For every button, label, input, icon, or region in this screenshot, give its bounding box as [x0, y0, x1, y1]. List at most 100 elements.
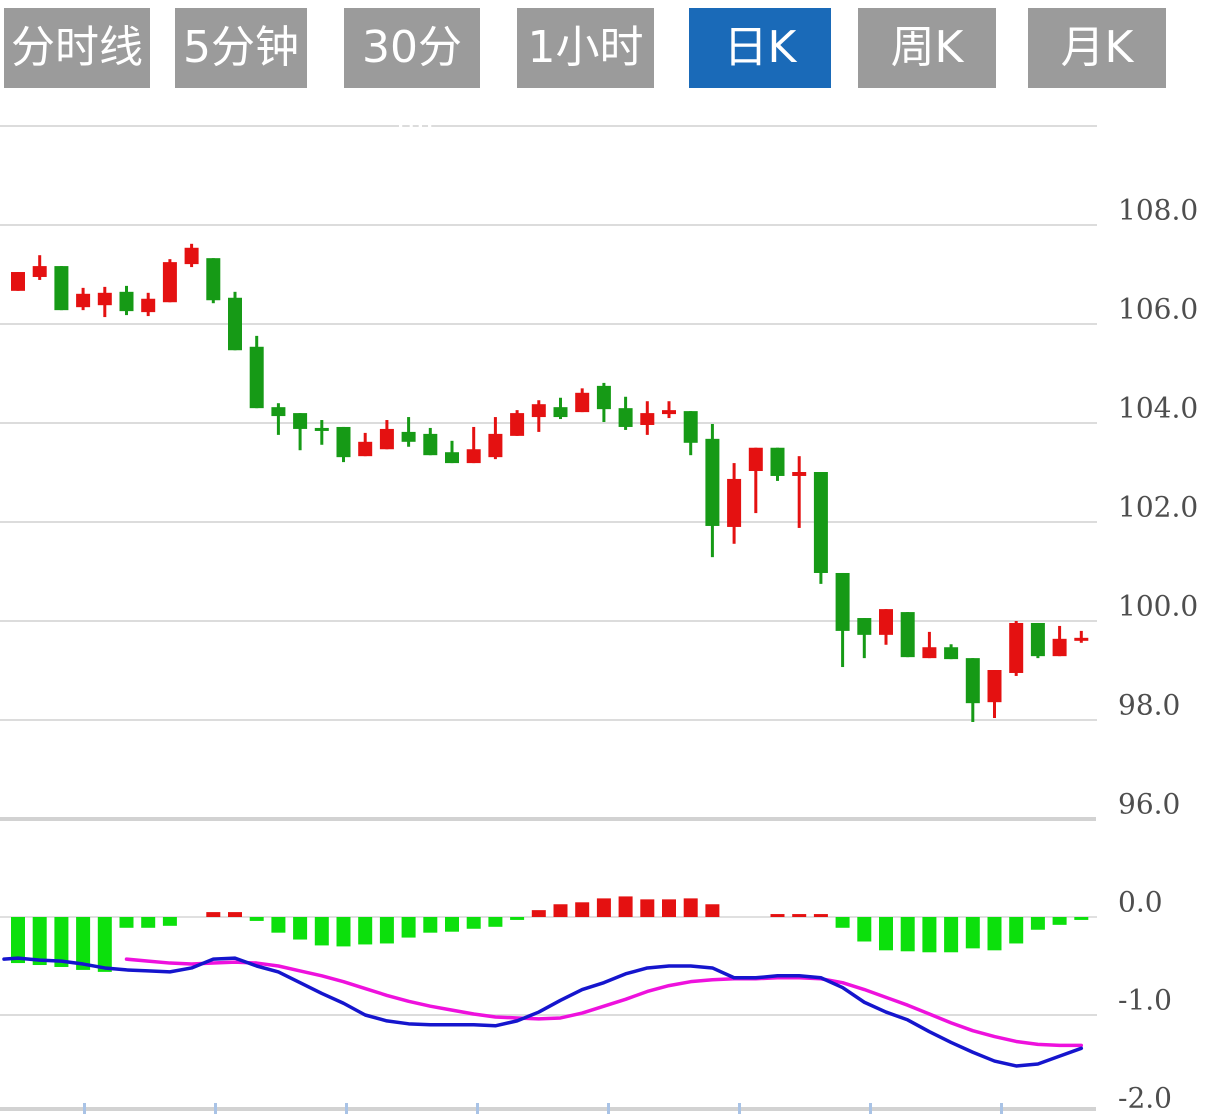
macd-histogram-bar — [683, 898, 698, 917]
macd-layer — [2, 896, 1089, 1068]
candle-body — [662, 410, 676, 415]
price-axis-label: 108.0 — [1118, 194, 1198, 227]
candle-body — [358, 441, 373, 457]
macd-histogram-bar — [466, 917, 481, 929]
macd-histogram-bar — [1030, 917, 1045, 930]
x-axis-tick — [345, 1103, 348, 1114]
candle-body — [1074, 637, 1089, 641]
candle-body — [531, 404, 546, 418]
candle-layer — [11, 243, 1089, 722]
candle — [640, 401, 655, 435]
price-axis-label: 98.0 — [1118, 689, 1180, 722]
candle-wick — [862, 618, 866, 659]
candle-body — [76, 293, 91, 308]
macd-histogram-bar — [54, 917, 69, 967]
tab-5分钟[interactable]: 5分钟 — [175, 8, 307, 88]
candle — [119, 285, 134, 316]
axis-label-layer: 108.0 106.0 104.0 102.0 100.0 98.0 96.0 0.0 -1.0… — [1118, 194, 1198, 1115]
candle — [314, 420, 329, 445]
candle — [748, 447, 763, 514]
candle-body — [249, 346, 264, 409]
candle — [1074, 630, 1089, 643]
macd-histogram-bar — [76, 917, 91, 970]
candle — [813, 472, 828, 584]
candle-wick — [797, 456, 801, 528]
candle-wick — [927, 631, 931, 659]
candle — [879, 609, 893, 645]
candle — [11, 272, 25, 291]
candle-body — [640, 413, 655, 425]
macd-histogram-bar — [336, 917, 351, 947]
candle — [683, 411, 698, 456]
candle-body — [293, 413, 308, 429]
tab-分时线[interactable]: 分时线 — [4, 8, 150, 88]
grid-layer — [0, 125, 1097, 1114]
macd-histogram-bar — [618, 896, 633, 917]
candle-body — [466, 449, 481, 464]
macd-histogram-bar — [662, 899, 676, 917]
candle — [445, 440, 459, 464]
x-axis-tick — [1000, 1103, 1003, 1114]
macd-histogram-bar — [162, 917, 177, 926]
candle — [466, 426, 481, 464]
dif-line — [2, 956, 1084, 1068]
macd-histogram-bar — [423, 917, 438, 933]
candle-wick — [754, 447, 758, 514]
candle — [401, 417, 416, 447]
candle-body — [987, 670, 1002, 703]
candle — [97, 286, 112, 318]
price-axis-label: 96.0 — [1118, 788, 1180, 821]
candle-body — [813, 472, 828, 573]
price-axis-label: 106.0 — [1118, 293, 1198, 326]
candle-body — [401, 431, 416, 442]
candle-body — [1009, 622, 1024, 673]
tab-日K[interactable]: 日K — [689, 8, 831, 88]
candle-body — [900, 612, 915, 658]
tab-30分钟[interactable]: 30分钟 — [344, 8, 480, 153]
macd-histogram-bar — [879, 917, 893, 951]
candle-body — [206, 258, 221, 301]
macd-histogram-bar — [358, 917, 373, 945]
price-gridline — [0, 620, 1097, 622]
candle — [162, 259, 177, 303]
candle — [336, 426, 351, 463]
macd-histogram-bar — [293, 917, 308, 940]
price-gridline — [0, 521, 1097, 523]
candle — [1030, 622, 1045, 659]
candle — [54, 266, 69, 311]
tab-周K[interactable]: 周K — [858, 8, 996, 88]
candle-body — [1030, 622, 1045, 657]
candle-body — [727, 478, 742, 527]
candle-body — [857, 618, 872, 635]
candle-body — [141, 298, 156, 313]
candle-body — [748, 447, 763, 472]
tab-月K[interactable]: 月K — [1028, 8, 1166, 88]
candle-body — [596, 385, 611, 410]
candle-body — [271, 407, 286, 417]
x-axis-tick — [476, 1103, 479, 1114]
candle-body — [944, 647, 959, 660]
candle-body — [488, 433, 503, 458]
candle-body — [510, 413, 525, 436]
candle-body — [379, 428, 394, 450]
macd-histogram-bar — [379, 917, 394, 944]
macd-histogram-bar — [857, 917, 872, 942]
price-gridline — [0, 125, 1097, 127]
candle — [662, 401, 676, 419]
macd-histogram-bar — [944, 917, 959, 953]
candle — [510, 410, 525, 436]
tab-1小时[interactable]: 1小时 — [517, 8, 654, 88]
candle — [76, 287, 91, 311]
macd-histogram-bar — [510, 917, 525, 920]
candle-body — [184, 247, 199, 265]
candle-body — [553, 407, 568, 418]
candle — [184, 243, 199, 268]
x-axis-tick — [83, 1103, 86, 1114]
macd-histogram-bar — [1052, 917, 1067, 925]
candle-wick — [320, 420, 324, 445]
candle — [922, 631, 937, 659]
macd-histogram-bar — [97, 917, 112, 972]
macd-histogram-bar — [596, 898, 611, 917]
candle-body — [314, 427, 329, 431]
